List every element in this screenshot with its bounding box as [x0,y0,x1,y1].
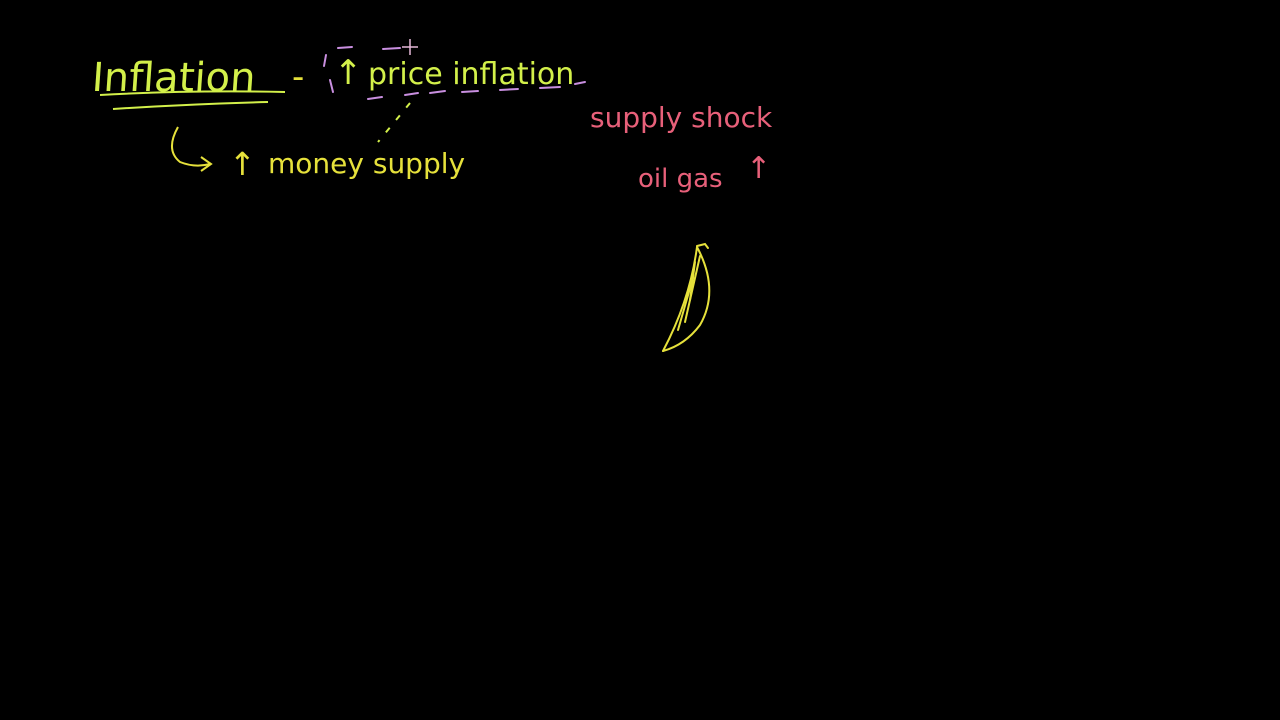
price-inflation-label: price inflation [368,57,575,92]
price-dashed-highlight [323,46,586,100]
title-dash: - [292,57,305,97]
hook-arrow-icon [171,126,211,167]
oil-gas-up-arrow-icon: ↑ [746,151,772,186]
up-arrow-icon: ↑ [334,53,363,93]
oil-gas-label: oil gas [638,164,723,194]
inflation-title: Inflation [90,55,258,101]
crosshair-cursor-icon [402,39,418,55]
inflation-underline [99,90,286,96]
dashed-connector [377,102,411,143]
money-supply-label: money supply [268,147,466,180]
banana-sketch [662,242,711,352]
supply-shock-label: supply shock [590,101,773,134]
money-supply-arrow-icon: ↑ [229,145,256,183]
inflation-underline-2 [112,101,269,110]
